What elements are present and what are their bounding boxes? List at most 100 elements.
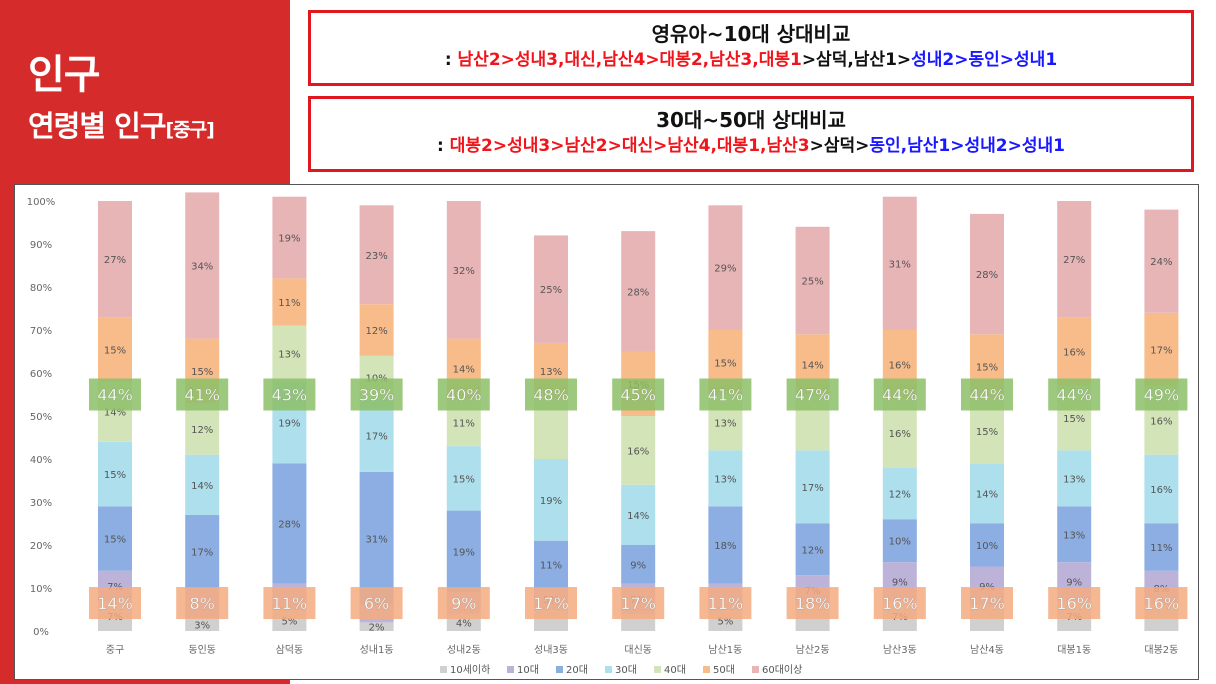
bar-segment bbox=[708, 205, 743, 330]
highlight-low-box bbox=[525, 587, 577, 620]
data-label: 34% bbox=[191, 262, 213, 273]
legend-swatch bbox=[752, 666, 759, 673]
bar-segment bbox=[970, 463, 1004, 524]
y-tick-label: 60% bbox=[30, 369, 52, 380]
highlight-mid-box bbox=[961, 378, 1013, 411]
x-tick-label: 남산4동 bbox=[970, 644, 1004, 656]
data-label: 13% bbox=[714, 418, 736, 429]
highlight-low-box bbox=[263, 587, 316, 620]
legend-label: 40대 bbox=[664, 664, 686, 676]
data-label: 27% bbox=[104, 255, 126, 266]
data-label: 13% bbox=[1063, 530, 1085, 541]
bar-segment bbox=[98, 441, 132, 507]
bar-segment bbox=[272, 278, 307, 326]
legend-swatch bbox=[654, 666, 661, 673]
highlight-mid-box bbox=[89, 378, 141, 411]
highlight-low-box bbox=[961, 587, 1013, 620]
bar-segment bbox=[359, 398, 394, 472]
compare-box-ranking: : 남산2>성내3,대신,남산4>대봉2,남산3,대봉1>삼덕,남산1>성내2>… bbox=[311, 49, 1191, 71]
x-tick-label: 성내1동 bbox=[360, 644, 394, 656]
bar-segment bbox=[708, 506, 743, 584]
bar-segment bbox=[1057, 506, 1092, 563]
data-label: 11% bbox=[278, 298, 300, 309]
highlight-mid-box bbox=[1048, 378, 1101, 411]
data-label: 12% bbox=[365, 326, 387, 337]
data-label: 12% bbox=[889, 489, 911, 500]
compare-box-middle-age: 30대~50대 상대비교 : 대봉2>성내3>남산2>대신>남산4,대봉1,남산… bbox=[308, 96, 1194, 172]
highlight-mid-label: 44% bbox=[882, 386, 918, 405]
highlight-mid-box bbox=[612, 378, 665, 411]
compare-box-title: 30대~50대 상대비교 bbox=[656, 108, 846, 132]
legend-swatch bbox=[703, 666, 710, 673]
highlight-low-label: 16% bbox=[882, 594, 918, 613]
highlight-mid-label: 43% bbox=[272, 386, 308, 405]
x-tick-label: 대봉1동 bbox=[1057, 644, 1091, 656]
data-label: 32% bbox=[453, 266, 475, 277]
x-tick-label: 남산3동 bbox=[883, 644, 917, 656]
bar-segment bbox=[1057, 201, 1092, 318]
highlight-low-label: 11% bbox=[272, 594, 308, 613]
bar-segment bbox=[970, 213, 1004, 335]
y-tick-label: 40% bbox=[30, 455, 52, 466]
data-label: 15% bbox=[104, 345, 126, 356]
highlight-mid-label: 41% bbox=[708, 386, 744, 405]
bar-segment bbox=[98, 201, 132, 318]
highlight-low-label: 17% bbox=[620, 594, 656, 613]
y-tick-label: 0% bbox=[33, 627, 49, 638]
y-tick-label: 90% bbox=[30, 240, 52, 251]
compare-box-title: 영유아~10대 상대비교 bbox=[651, 22, 851, 46]
bar-segment bbox=[1057, 317, 1092, 386]
data-label: 14% bbox=[627, 511, 649, 522]
data-label: 3% bbox=[194, 621, 210, 632]
data-label: 11% bbox=[453, 418, 475, 429]
bar-segment bbox=[446, 201, 481, 339]
bar-segment bbox=[359, 622, 394, 631]
legend-label: 60대이상 bbox=[762, 664, 802, 676]
data-label: 14% bbox=[191, 481, 213, 492]
compare-box-youth: 영유아~10대 상대비교 : 남산2>성내3,대신,남산4>대봉2,남산3,대봉… bbox=[308, 10, 1194, 86]
legend-label: 30대 bbox=[615, 664, 637, 676]
highlight-mid-box bbox=[176, 378, 229, 411]
data-label: 15% bbox=[453, 474, 475, 485]
data-label: 24% bbox=[1150, 257, 1172, 268]
data-label: 12% bbox=[191, 425, 213, 436]
y-tick-label: 80% bbox=[30, 283, 52, 294]
data-label: 14% bbox=[976, 489, 998, 500]
highlight-low-label: 8% bbox=[190, 594, 215, 613]
data-label: 9% bbox=[892, 578, 908, 589]
bar-segment bbox=[359, 304, 394, 356]
highlight-low-label: 17% bbox=[533, 594, 569, 613]
highlight-mid-label: 40% bbox=[446, 386, 482, 405]
highlight-low-box bbox=[350, 587, 403, 620]
data-label: 5% bbox=[281, 616, 297, 627]
stacked-bar-chart: 0%10%20%30%40%50%60%70%80%90%100%7%7%15%… bbox=[27, 192, 1188, 676]
bar-segment bbox=[882, 196, 917, 330]
y-tick-label: 20% bbox=[30, 541, 52, 552]
legend-label: 20대 bbox=[566, 664, 588, 676]
highlight-low-label: 18% bbox=[795, 594, 831, 613]
highlight-mid-box bbox=[350, 378, 403, 411]
y-tick-label: 50% bbox=[30, 412, 52, 423]
ranking-mid: >삼덕> bbox=[809, 136, 870, 156]
legend-label: 10대 bbox=[517, 664, 539, 676]
highlight-low-box bbox=[786, 587, 839, 620]
data-label: 12% bbox=[801, 545, 823, 556]
data-label: 16% bbox=[1150, 485, 1172, 496]
bar-segment bbox=[795, 450, 830, 524]
highlight-low-label: 11% bbox=[708, 594, 744, 613]
data-label: 28% bbox=[627, 287, 649, 298]
data-label: 16% bbox=[627, 446, 649, 457]
bar-segment bbox=[185, 618, 220, 631]
highlight-mid-label: 44% bbox=[969, 386, 1005, 405]
data-label: 13% bbox=[540, 367, 562, 378]
chart-frame: 0%10%20%30%40%50%60%70%80%90%100%7%7%15%… bbox=[14, 184, 1199, 680]
page-title: 인구 bbox=[28, 52, 101, 98]
ranking-prefix: : bbox=[444, 50, 458, 70]
data-label: 15% bbox=[714, 358, 736, 369]
highlight-mid-label: 41% bbox=[184, 386, 220, 405]
data-label: 31% bbox=[365, 535, 387, 546]
highlight-low-box bbox=[612, 587, 665, 620]
legend-label: 50대 bbox=[713, 664, 735, 676]
page-subtitle: 연령별 인구[중구] bbox=[28, 103, 215, 145]
highlight-low-label: 16% bbox=[1056, 594, 1092, 613]
